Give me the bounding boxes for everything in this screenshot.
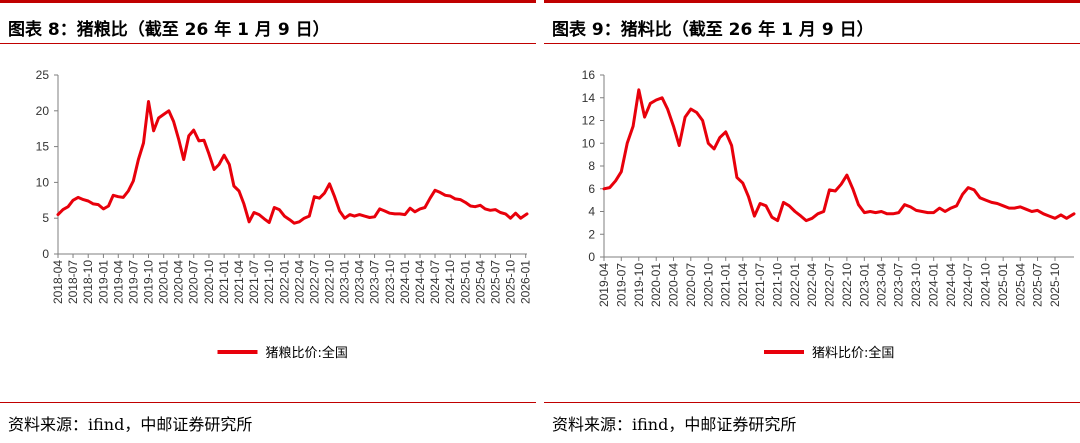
x-tick-label: 2020-07 [187, 260, 201, 304]
divider [0, 402, 536, 403]
x-tick-label: 2024-04 [944, 263, 958, 307]
y-tick-label: 0 [588, 250, 595, 264]
legend-label: 猪料比价:全国 [812, 345, 894, 361]
x-tick-label: 2022-04 [805, 263, 819, 307]
x-tick-label: 2023-10 [909, 263, 923, 307]
source-note: 资料来源：ifind，中邮证券研究所 [8, 415, 253, 434]
x-tick-label: 2021-01 [217, 260, 231, 304]
x-tick-label: 2025-10 [1048, 263, 1062, 307]
series-line [56, 100, 529, 225]
x-tick-label: 2024-01 [927, 263, 941, 307]
x-tick-label: 2022-01 [277, 260, 291, 304]
chart-title: 图表 8：猪粮比（截至 26 年 1 月 9 日） [8, 20, 330, 40]
x-tick-label: 2021-07 [247, 260, 261, 304]
y-tick-label: 2 [588, 227, 595, 241]
x-tick-label: 2024-10 [443, 260, 457, 304]
x-tick-label: 2020-07 [684, 263, 698, 307]
x-tick-label: 2019-04 [597, 263, 611, 307]
x-tick-label: 2022-07 [307, 260, 321, 304]
source-note: 资料来源：ifind，中邮证券研究所 [552, 415, 797, 434]
y-tick-label: 12 [582, 114, 596, 128]
x-tick-label: 2025-01 [996, 263, 1010, 307]
x-tick-label: 2021-07 [753, 263, 767, 307]
chart-panel-pig-grain: 图表 8：猪粮比（截至 26 年 1 月 9 日） 0 5 10 15 20 25 2018… [0, 0, 536, 443]
y-tick-label: 6 [588, 182, 595, 196]
title-bar: 图表 8：猪粮比（截至 26 年 1 月 9 日） [0, 0, 536, 44]
x-tick-label: 2024-10 [979, 263, 993, 307]
title-bar: 图表 9：猪料比（截至 26 年 1 月 9 日） [544, 0, 1080, 44]
series-line [602, 88, 1076, 223]
x-tick-label: 2021-04 [232, 260, 246, 304]
x-tick-label: 2025-07 [1031, 263, 1045, 307]
y-tick-label: 10 [582, 136, 596, 150]
x-tick-label: 2018-07 [66, 260, 80, 304]
x-tick-label: 2024-07 [961, 263, 975, 307]
x-tick-label: 2020-04 [667, 263, 681, 307]
chart-panel-pig-feed: 图表 9：猪料比（截至 26 年 1 月 9 日） 0 2 4 6 8 10 12 14 16 2… [544, 0, 1080, 443]
x-tick-label: 2021-01 [719, 263, 733, 307]
y-tick-label: 14 [582, 91, 596, 105]
x-tick-label: 2021-04 [736, 263, 750, 307]
x-tick-label: 2018-04 [51, 260, 65, 304]
x-tick-label: 2019-04 [111, 260, 125, 304]
x-tick-label: 2023-01 [338, 260, 352, 304]
x-tick-label: 2019-10 [632, 263, 646, 307]
x-tick-label: 2025-07 [488, 260, 502, 304]
x-tick-label: 2025-10 [503, 260, 517, 304]
y-tick-label: 16 [582, 68, 596, 82]
x-tick-label: 2018-10 [81, 260, 95, 304]
y-tick-label: 15 [36, 140, 50, 154]
legend-label: 猪粮比价:全国 [266, 345, 348, 361]
x-tick-label: 2021-10 [262, 260, 276, 304]
x-tick-label: 2025-04 [473, 260, 487, 304]
y-tick-label: 5 [42, 211, 49, 225]
y-tick-label: 4 [588, 205, 595, 219]
x-tick-label: 2023-01 [857, 263, 871, 307]
x-tick-label: 2022-01 [788, 263, 802, 307]
x-tick-label: 2022-07 [822, 263, 836, 307]
y-tick-label: 25 [36, 68, 50, 82]
x-tick-label: 2023-07 [368, 260, 382, 304]
y-tick-label: 0 [42, 247, 49, 261]
x-tick-label: 2022-10 [322, 260, 336, 304]
chart-title: 图表 9：猪料比（截至 26 年 1 月 9 日） [552, 20, 874, 40]
x-tick-label: 2023-04 [874, 263, 888, 307]
x-tick-label: 2020-10 [202, 260, 216, 304]
x-tick-label: 2025-01 [458, 260, 472, 304]
x-tick-label: 2026-01 [519, 260, 533, 304]
y-tick-label: 10 [36, 175, 50, 189]
x-tick-label: 2024-07 [428, 260, 442, 304]
x-tick-label: 2020-01 [157, 260, 171, 304]
x-tick-label: 2019-10 [141, 260, 155, 304]
x-tick-label: 2024-04 [413, 260, 427, 304]
x-tick-label: 2019-07 [126, 260, 140, 304]
x-tick-label: 2022-04 [292, 260, 306, 304]
x-tick-label: 2022-10 [840, 263, 854, 307]
y-tick-label: 8 [588, 159, 595, 173]
x-tick-label: 2024-01 [398, 260, 412, 304]
x-tick-label: 2019-07 [614, 263, 628, 307]
x-tick-label: 2020-01 [649, 263, 663, 307]
x-tick-label: 2021-10 [771, 263, 785, 307]
divider [544, 402, 1080, 403]
x-tick-label: 2023-04 [353, 260, 367, 304]
x-tick-label: 2020-04 [172, 260, 186, 304]
x-tick-label: 2025-04 [1013, 263, 1027, 307]
y-tick-label: 20 [36, 104, 50, 118]
x-tick-label: 2020-10 [701, 263, 715, 307]
x-tick-label: 2023-07 [892, 263, 906, 307]
x-tick-label: 2019-01 [96, 260, 110, 304]
x-tick-label: 2023-10 [383, 260, 397, 304]
